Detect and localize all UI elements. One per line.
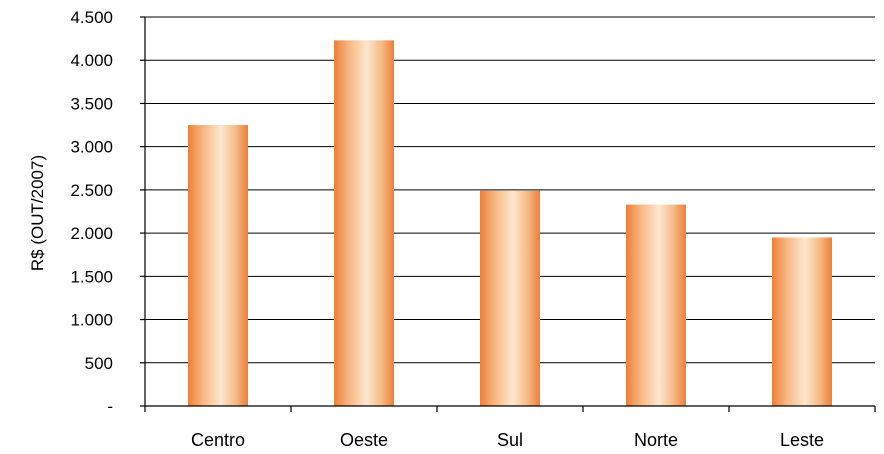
y-tick-label: 1.500: [70, 267, 113, 286]
bar-norte: [626, 204, 686, 406]
y-tick-label: 4.500: [70, 8, 113, 27]
x-tick-label-centro: Centro: [191, 430, 245, 450]
y-tick-label: 2.500: [70, 181, 113, 200]
bar-sul: [480, 190, 540, 406]
y-tick-label: -: [107, 397, 113, 416]
bar-oeste: [334, 40, 394, 407]
y-tick-label: 4.000: [70, 51, 113, 70]
y-tick-label: 3.000: [70, 138, 113, 157]
axes: [140, 16, 876, 412]
y-tick-label: 1.000: [70, 311, 113, 330]
x-tick-labels: Centro Oeste Sul Norte Leste: [191, 430, 824, 450]
bar-centro: [188, 125, 248, 407]
y-tick-label: 500: [85, 354, 113, 373]
x-tick-label-sul: Sul: [497, 430, 523, 450]
y-tick-label: 3.500: [70, 94, 113, 113]
gridlines: [145, 16, 875, 364]
y-axis-title: R$ (OUT/2007): [28, 155, 47, 271]
x-tick-label-leste: Leste: [780, 430, 824, 450]
bars: [188, 40, 832, 407]
x-tick-label-oeste: Oeste: [340, 430, 388, 450]
y-tick-labels: - 500 1.000 1.500 2.000 2.500 3.000 3.500 4.000 4…: [70, 8, 113, 416]
x-tick-label-norte: Norte: [634, 430, 678, 450]
bar-leste: [772, 237, 832, 406]
y-tick-label: 2.000: [70, 224, 113, 243]
